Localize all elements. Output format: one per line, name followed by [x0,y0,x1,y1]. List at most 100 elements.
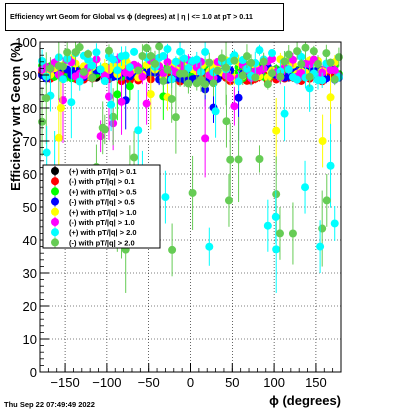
data-point [205,58,214,67]
x-tick-label: −150 [50,375,79,390]
data-point [318,76,327,85]
x-tick-label: −100 [92,375,121,390]
legend-entry: (+) with pT/|q| > 1.0 [69,208,137,217]
data-point [226,155,235,164]
data-point [138,51,147,60]
data-point [234,77,243,86]
y-tick-label: 100 [15,35,37,50]
data-point [142,99,151,108]
data-point [309,47,318,56]
data-point [161,193,170,202]
data-point [58,62,67,71]
x-tick-label: 0 [187,375,194,390]
data-point [284,50,293,59]
data-point [284,65,293,74]
y-tick-label: 70 [23,134,37,149]
chart-title: Efficiency wrt Geom for Global vs ϕ (deg… [10,12,253,21]
data-point [125,82,134,91]
data-point [230,56,239,65]
data-point [88,74,97,83]
y-axis-label: Efficiency wrt Geom (%) [8,42,23,191]
data-point [42,148,51,157]
data-point [234,155,243,164]
data-point [272,245,281,254]
data-point [92,48,101,57]
data-point [104,92,113,101]
data-point [107,100,116,109]
data-point [305,84,314,93]
data-point [330,66,339,75]
data-point [163,65,172,74]
data-point [326,161,335,170]
data-point [167,94,176,103]
data-point [96,65,105,74]
data-point [318,137,327,145]
data-point [56,104,65,112]
data-point [251,73,260,82]
data-point [217,54,226,63]
data-point [305,72,314,81]
data-point [268,69,277,78]
data-point [293,75,302,84]
data-point [142,44,151,53]
y-tick-label: 0 [30,365,37,380]
data-point [326,58,335,67]
data-point [201,47,210,56]
y-tick-label: 80 [23,101,37,116]
data-point [58,75,67,84]
chart-title-box: Efficiency wrt Geom for Global vs ϕ (deg… [5,3,284,31]
data-point [125,63,134,72]
data-point [184,64,193,73]
legend-box [42,164,161,249]
data-point [301,183,310,192]
data-point [113,66,122,75]
data-point [188,188,197,197]
data-point [121,51,130,60]
data-point [330,219,339,228]
data-point [38,56,47,65]
data-point [130,47,139,56]
data-point [201,134,210,143]
data-point [38,117,47,126]
data-point [58,96,67,105]
data-point [113,90,122,99]
y-tick-label: 60 [23,167,37,182]
data-point [96,132,105,141]
x-tick-label: −50 [138,375,160,390]
data-point [168,245,177,254]
data-point [79,67,88,76]
data-point [67,98,76,107]
legend-entry: (+) with pT/|q| > 0.5 [69,187,137,196]
legend-entry: (-) with pT/|q| > 1.0 [69,218,135,227]
data-point [297,52,306,61]
data-point [263,80,272,89]
data-point [75,77,84,86]
data-point [184,79,193,88]
data-point [109,55,118,64]
data-point [288,229,297,238]
data-point [330,75,339,84]
y-tick-label: 10 [23,332,37,347]
data-point [163,45,172,54]
y-tick-label: 90 [23,68,37,83]
timestamp: Thu Sep 22 07:49:49 2022 [4,400,95,409]
legend-entry: (-) with pT/|q| > 2.0 [69,238,135,247]
data-point [171,57,180,66]
data-point [259,57,268,66]
data-point [138,72,147,81]
data-point [117,97,126,106]
data-point [293,47,302,56]
data-point [98,123,107,132]
data-point [171,113,180,122]
data-point [84,55,93,64]
data-point [334,53,343,62]
data-point [224,196,233,205]
data-point [88,61,97,70]
data-point [100,77,109,86]
data-point [150,59,159,68]
data-point [272,126,281,135]
x-tick-label: 100 [263,375,285,390]
data-point [230,102,239,111]
data-point [255,154,264,163]
